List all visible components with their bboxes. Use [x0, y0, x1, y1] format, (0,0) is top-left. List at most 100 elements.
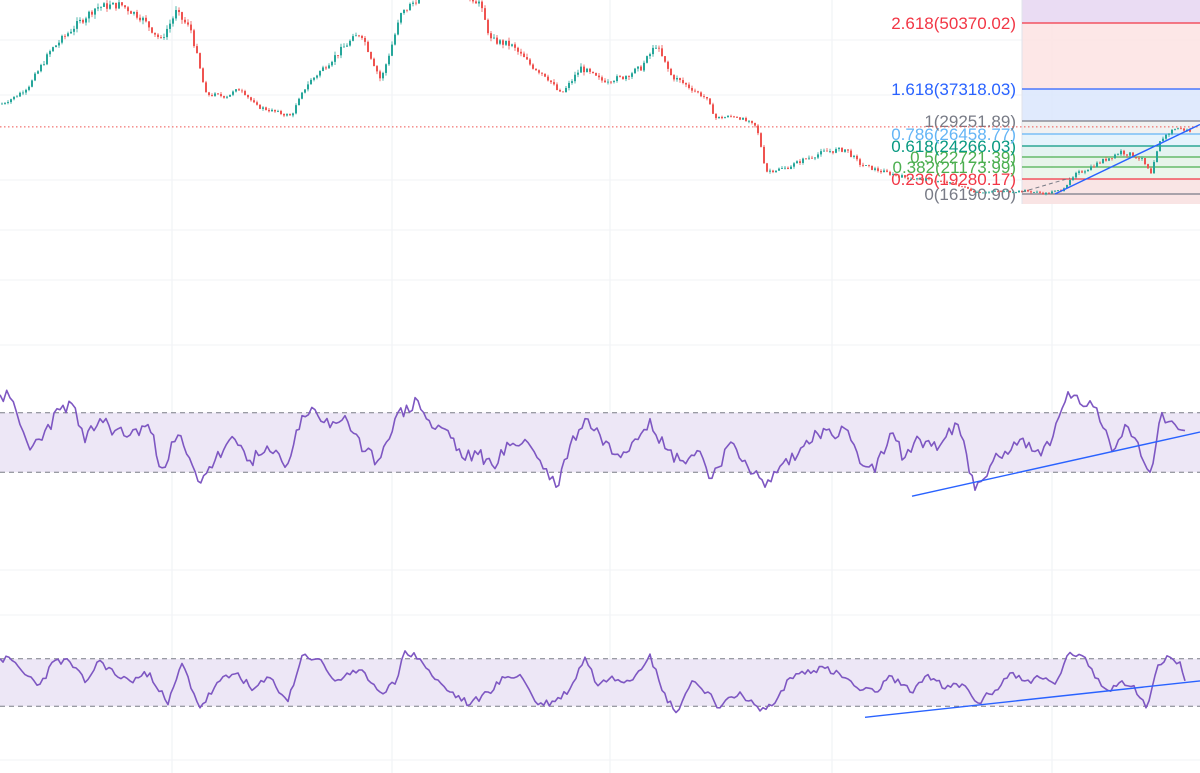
- candle-body: [310, 79, 312, 85]
- price-trendline[interactable]: [1054, 123, 1200, 195]
- candle-body: [610, 81, 612, 83]
- fib-zone-0.786: [1022, 121, 1200, 134]
- candle-body: [652, 47, 654, 55]
- candle-body: [838, 147, 840, 150]
- fib-zone-0: [1022, 179, 1200, 194]
- candle-body: [331, 61, 333, 66]
- candle-body: [490, 33, 492, 39]
- candle-body: [637, 66, 639, 69]
- fib-zone-0.5: [1022, 146, 1200, 157]
- candle-body: [1153, 162, 1155, 174]
- candle-body: [982, 192, 984, 194]
- candle-body: [292, 113, 294, 116]
- candle-body: [730, 115, 732, 117]
- candle-body: [352, 36, 354, 41]
- candle-body: [1183, 128, 1185, 131]
- candle-body: [508, 40, 510, 46]
- candle-body: [994, 190, 996, 192]
- oscillator-1-trendline[interactable]: [911, 431, 1200, 497]
- fib-retracement-tool[interactable]: 0(16190.90)0.236(19280.17)0.382(21173.99…: [891, 0, 1200, 204]
- candle-body: [550, 80, 552, 83]
- candle-body: [112, 2, 114, 5]
- candle-body: [1126, 154, 1128, 156]
- candle-body: [250, 97, 252, 101]
- candle-body: [598, 75, 600, 78]
- candle-body: [679, 78, 681, 81]
- oscillator-pane-2[interactable]: [0, 650, 1200, 718]
- candle-body: [256, 102, 258, 105]
- candle-body: [313, 77, 315, 80]
- candle-body: [1141, 158, 1143, 159]
- candle-body: [109, 4, 111, 9]
- candle-body: [79, 19, 81, 22]
- candle-body: [1105, 158, 1107, 161]
- candle-body: [541, 72, 543, 74]
- candle-body: [1042, 192, 1044, 195]
- candle-body: [601, 77, 603, 81]
- candle-body: [664, 56, 666, 62]
- candle-body: [394, 34, 396, 45]
- candle-body: [58, 42, 60, 46]
- candle-body: [223, 96, 225, 98]
- candle-body: [1093, 166, 1095, 168]
- candle-body: [388, 55, 390, 65]
- candle-body: [238, 89, 240, 91]
- candle-body: [31, 80, 33, 87]
- candle-body: [919, 178, 921, 180]
- candle-body: [43, 64, 45, 66]
- candle-body: [484, 8, 486, 20]
- candle-body: [853, 155, 855, 157]
- candle-body: [814, 157, 816, 159]
- candle-body: [1051, 191, 1053, 194]
- candle-body: [373, 58, 375, 67]
- candle-body: [19, 92, 21, 97]
- candle-body: [772, 170, 774, 173]
- candle-body: [187, 22, 189, 25]
- candle-body: [166, 28, 168, 38]
- oscillator-2-trendline[interactable]: [864, 680, 1200, 718]
- candle-body: [1144, 158, 1146, 165]
- candle-body: [94, 8, 96, 15]
- candle-body: [661, 48, 663, 57]
- candle-body: [1162, 138, 1164, 142]
- candle-body: [952, 182, 954, 184]
- candle-body: [1069, 180, 1071, 185]
- candle-body: [52, 47, 54, 52]
- candle-body: [727, 115, 729, 118]
- candle-body: [592, 71, 594, 73]
- fib-level-label-0.786: 0.786(26458.77): [891, 125, 1016, 144]
- candle-body: [907, 177, 909, 180]
- candle-body: [46, 54, 48, 65]
- candle-body: [805, 158, 807, 160]
- candle-body: [622, 76, 624, 80]
- fib-level-label-0.5: 0.5(22721.39): [910, 148, 1016, 167]
- candle-body: [103, 3, 105, 7]
- candle-body: [472, 0, 474, 2]
- candle-body: [559, 89, 561, 92]
- candle-body: [574, 74, 576, 82]
- candle-body: [1033, 192, 1035, 193]
- candle-body: [841, 147, 843, 152]
- candle-body: [916, 178, 918, 180]
- oscillator-pane-1[interactable]: [0, 389, 1200, 497]
- candle-body: [1135, 157, 1137, 159]
- candle-body: [607, 81, 609, 83]
- candle-body: [319, 70, 321, 76]
- candle-body: [1081, 171, 1083, 173]
- candle-body: [163, 37, 165, 38]
- candle-body: [901, 175, 903, 178]
- candle-body: [955, 183, 957, 185]
- candle-body: [82, 19, 84, 23]
- candle-body: [100, 6, 102, 8]
- candle-body: [979, 191, 981, 193]
- candle-body: [76, 21, 78, 29]
- candle-body: [1054, 190, 1056, 192]
- candle-body: [895, 174, 897, 176]
- candle-body: [745, 117, 747, 122]
- candle-body: [73, 28, 75, 32]
- candle-body: [949, 182, 951, 184]
- candle-body: [685, 82, 687, 85]
- candle-body: [676, 78, 678, 80]
- candle-body: [160, 37, 162, 38]
